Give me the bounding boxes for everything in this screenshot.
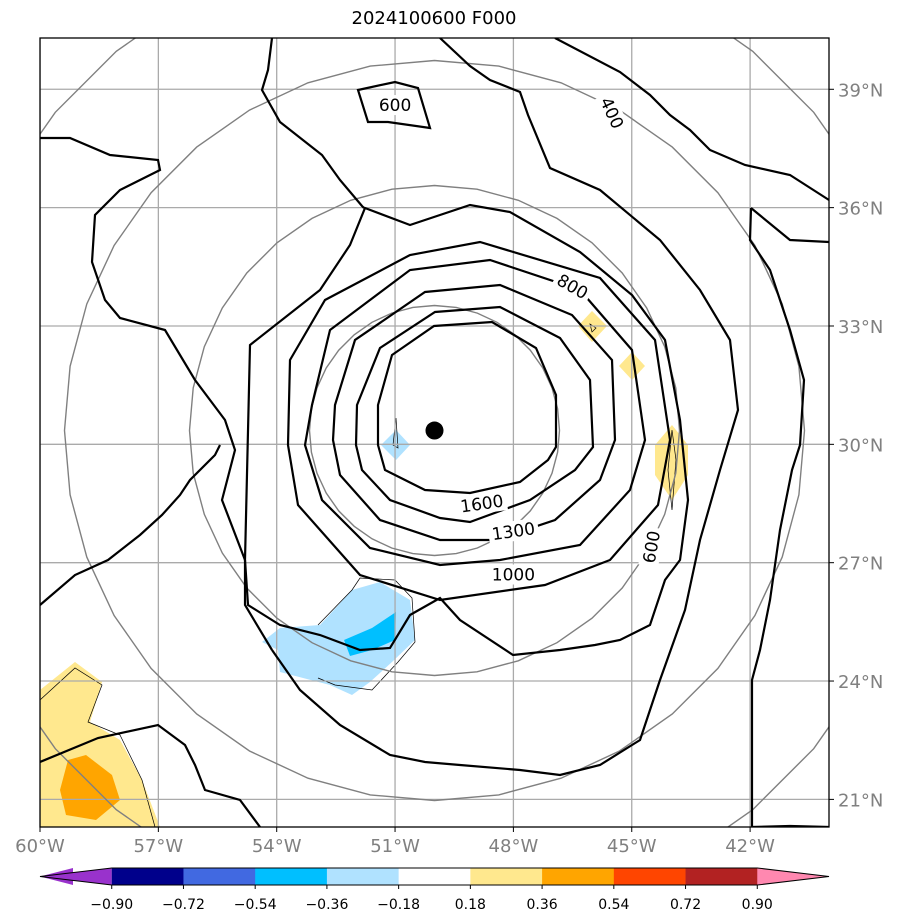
lat-tick-label: 33°N xyxy=(838,317,883,338)
colorbar-segment xyxy=(613,868,687,885)
colorbar-segment xyxy=(326,868,400,885)
colorbar-segment xyxy=(757,868,829,885)
lon-tick-label: 42°W xyxy=(725,836,775,857)
contour-lines xyxy=(40,38,829,827)
map-frame xyxy=(39,37,830,828)
colorbar-tick-label: −0.90 xyxy=(90,897,133,913)
graticule xyxy=(40,38,829,827)
longitude-tick-labels: 60°W 57°W 54°W 51°W 48°W 45°W 42°W xyxy=(15,827,775,857)
contour-label-bg xyxy=(550,268,595,305)
colorbar-tick-label: 0.36 xyxy=(527,897,558,913)
lat-tick-label: 21°N xyxy=(838,790,883,811)
lat-tick-label: 30°N xyxy=(838,435,883,456)
colorbar-segment xyxy=(255,868,328,885)
colorbar-tick-label: −0.18 xyxy=(377,897,420,913)
lon-tick-label: 54°W xyxy=(252,836,302,857)
colorbar-segment xyxy=(183,868,256,885)
shade-orange-sw xyxy=(60,755,120,820)
shade-light-blue xyxy=(262,582,415,695)
colorbar-tick-label: −0.72 xyxy=(162,897,205,913)
colorbar-tick-label: 0.18 xyxy=(455,897,486,913)
colorbar-tick-label: −0.54 xyxy=(234,897,277,913)
lat-tick-label: 39°N xyxy=(838,80,883,101)
colorbar-segment xyxy=(685,868,758,885)
contour-label-bg xyxy=(375,95,415,116)
contour-label: 1000 xyxy=(492,566,535,586)
lat-tick-label: 27°N xyxy=(838,554,883,575)
contour-label: 1600 xyxy=(459,492,505,518)
colorbar-tick-label: 0.72 xyxy=(670,897,701,913)
shade-blue xyxy=(344,612,396,656)
colorbar-segment xyxy=(111,868,184,885)
contour-label-bg xyxy=(638,525,665,568)
colorbar-tick-label: 0.90 xyxy=(742,897,773,913)
colorbar-segment xyxy=(40,868,112,885)
contour-label: 600 xyxy=(640,529,665,564)
colorbar-tick-label: 0.54 xyxy=(598,897,629,913)
lon-tick-label: 45°W xyxy=(607,836,657,857)
colorbar-segment xyxy=(542,868,615,885)
colorbar-segment xyxy=(470,868,543,885)
contour-label-bg xyxy=(487,517,540,545)
distance-ring xyxy=(188,184,681,677)
colorbar: −0.90 −0.72 −0.54 −0.36 −0.18 0.18 0.36 0.54 0.7… xyxy=(39,867,830,913)
lat-tick-label: 24°N xyxy=(838,672,883,693)
lon-tick-label: 57°W xyxy=(133,836,183,857)
contour-label: 1300 xyxy=(491,519,537,545)
contour-label-bg xyxy=(594,91,630,135)
lat-tick-label: 36°N xyxy=(838,199,883,220)
colorbar-segment xyxy=(398,868,471,885)
storm-center-marker xyxy=(425,421,444,440)
lon-tick-label: 51°W xyxy=(370,836,420,857)
contour-label-bg xyxy=(488,564,539,585)
contour-label-bg xyxy=(455,490,508,517)
map-title: 2024100600 F000 xyxy=(351,8,517,29)
lon-tick-label: 60°W xyxy=(15,836,65,857)
contour-label: 600 xyxy=(379,96,411,116)
colorbar-tick-label: −0.36 xyxy=(305,897,348,913)
lon-tick-label: 48°W xyxy=(489,836,539,857)
latitude-tick-labels: 39°N 36°N 33°N 30°N 27°N 24°N 21°N xyxy=(829,80,883,811)
